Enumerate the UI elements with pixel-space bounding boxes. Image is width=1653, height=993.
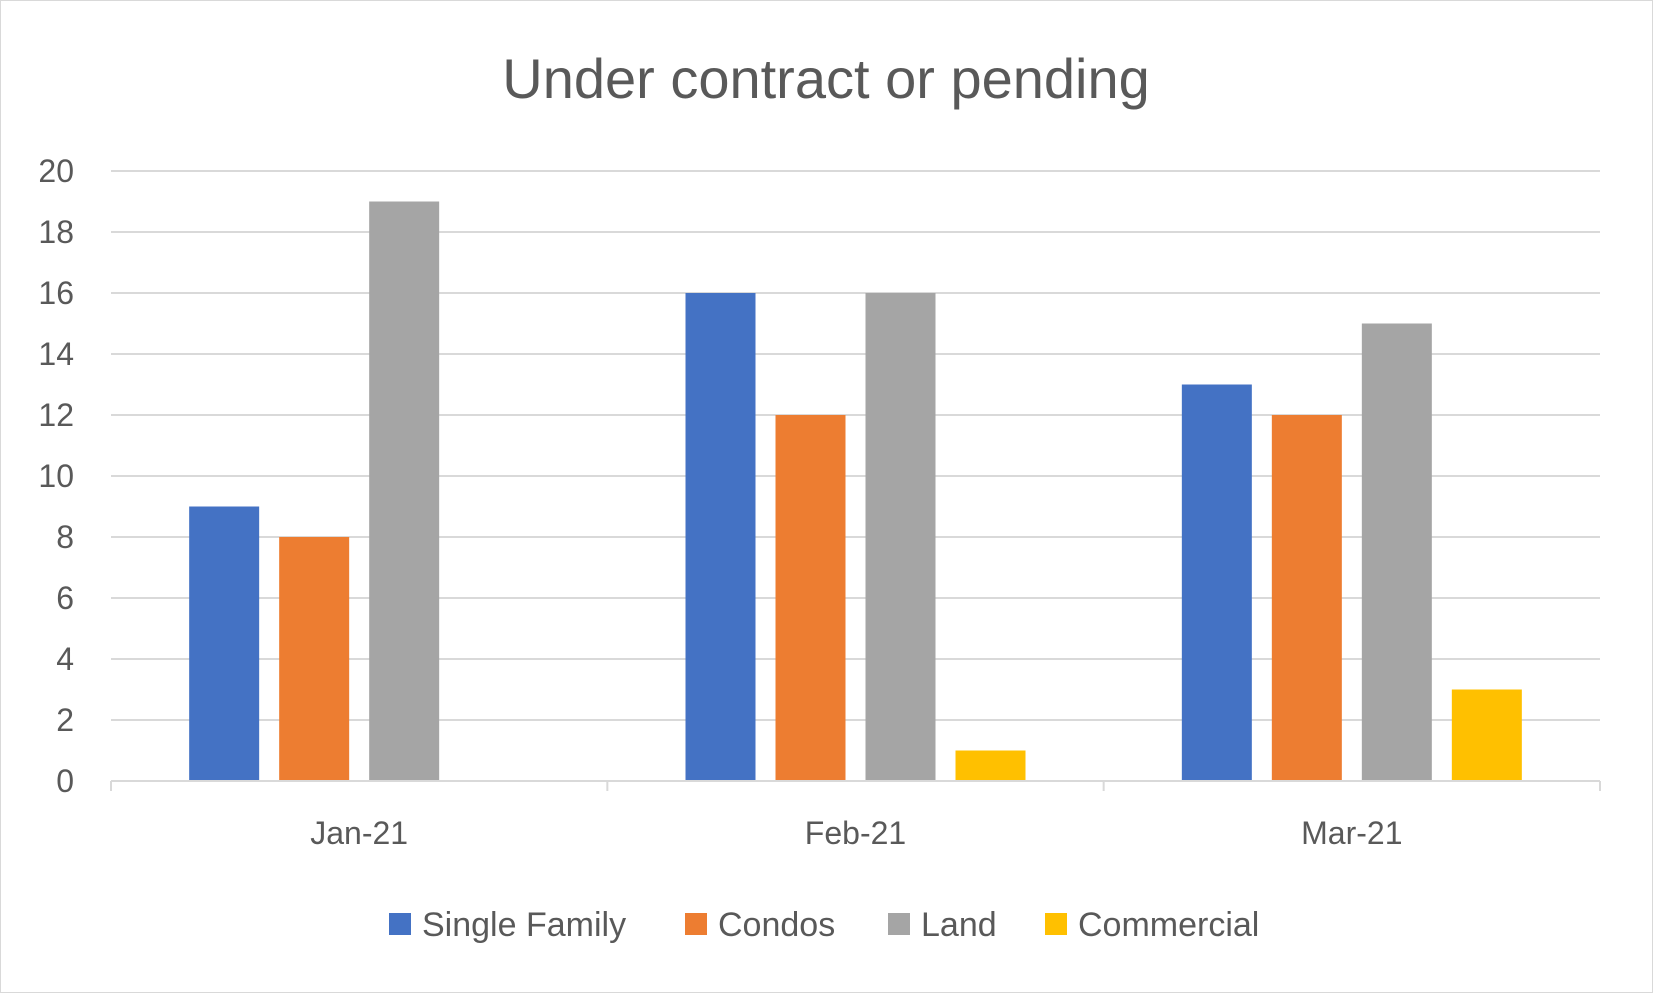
legend-label-single-family: Single Family <box>422 906 626 944</box>
y-tick-label: 18 <box>38 214 74 250</box>
legend: Single Family Condos Land Commercial <box>389 906 1259 944</box>
y-tick-label: 14 <box>38 336 74 372</box>
y-tick-label: 0 <box>56 763 74 799</box>
y-tick-label: 20 <box>38 153 74 189</box>
y-tick-label: 12 <box>38 397 74 433</box>
bar-condos-mar-21 <box>1271 415 1342 781</box>
y-tick-label: 6 <box>56 580 74 616</box>
y-tick-label: 10 <box>38 458 74 494</box>
y-tick-label: 8 <box>56 519 74 555</box>
y-tick-label: 2 <box>56 702 74 738</box>
x-tick-label: Feb-21 <box>805 815 906 851</box>
bar-condos-feb-21 <box>775 415 846 781</box>
chart-title: Under contract or pending <box>502 47 1150 110</box>
bar-condos-jan-21 <box>279 537 350 781</box>
legend-swatch-single-family <box>389 913 411 935</box>
x-axis: Jan-21 Feb-21 Mar-21 <box>110 780 1601 851</box>
legend-label-commercial: Commercial <box>1078 906 1259 944</box>
bar-commercial-feb-21 <box>955 750 1026 781</box>
y-tick-label: 16 <box>38 275 74 311</box>
x-tick-label: Mar-21 <box>1301 815 1402 851</box>
bar-single-family-jan-21 <box>189 506 260 781</box>
bar-single-family-mar-21 <box>1181 384 1252 781</box>
x-tick-label: Jan-21 <box>310 815 408 851</box>
y-tick-label: 4 <box>56 641 74 677</box>
legend-label-condos: Condos <box>718 906 835 944</box>
bar-single-family-feb-21 <box>685 293 756 781</box>
bar-land-feb-21 <box>865 293 936 781</box>
y-axis-labels: 0 2 4 6 8 10 12 14 16 18 20 <box>38 153 74 799</box>
bar-land-mar-21 <box>1361 323 1432 781</box>
legend-swatch-commercial <box>1045 913 1067 935</box>
legend-label-land: Land <box>921 906 997 944</box>
legend-swatch-condos <box>685 913 707 935</box>
bar-commercial-mar-21 <box>1451 689 1522 781</box>
legend-swatch-land <box>888 913 910 935</box>
bar-land-jan-21 <box>369 201 440 781</box>
gridlines <box>111 170 1600 721</box>
bars <box>189 201 1522 781</box>
